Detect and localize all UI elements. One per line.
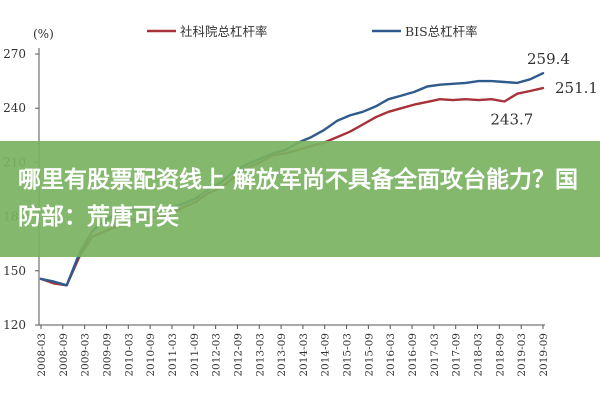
- x-tick-label: 2014-09: [320, 333, 332, 377]
- x-tick-label: 2015-03: [342, 333, 354, 377]
- x-tick-label: 2009-03: [80, 333, 92, 377]
- legend: 社科院总杠杆率 BIS总杠杆率: [147, 24, 478, 39]
- y-tick-label: 150: [3, 264, 26, 278]
- x-tick-label: 2011-03: [167, 333, 179, 377]
- y-tick-label: 120: [3, 318, 26, 332]
- x-tick-label: 2012-03: [211, 333, 223, 377]
- y-tick-label: 270: [3, 47, 26, 61]
- x-tick-label: 2008-03: [36, 333, 48, 377]
- x-tick-label: 2017-03: [429, 333, 441, 377]
- x-tick-label: 2010-03: [123, 333, 135, 377]
- overlay-title: 哪里有股票配资线上 解放军尚不具备全面攻台能力？国防部：荒唐可笑: [18, 167, 579, 230]
- y-unit-label: (%): [33, 27, 54, 41]
- x-tick-label: 2012-09: [232, 333, 244, 377]
- x-axis-ticks: 2008-03 2008-09 2009-03 2009-09 2010-03 2010-…: [36, 325, 550, 377]
- y-tick-label: 240: [3, 101, 26, 115]
- data-labels: 259.4 251.1 243.7: [490, 50, 598, 128]
- x-tick-label: 2015-09: [363, 333, 375, 377]
- annotation-label: 243.7: [490, 111, 533, 129]
- x-tick-label: 2014-03: [298, 333, 310, 377]
- end-label-series-2: 259.4: [527, 50, 570, 68]
- legend-label-2: BIS总杠杆率: [405, 24, 478, 39]
- x-tick-label: 2009-09: [101, 333, 113, 377]
- x-tick-label: 2017-09: [451, 333, 463, 377]
- x-tick-label: 2010-09: [145, 333, 157, 377]
- x-tick-label: 2019-09: [538, 333, 550, 377]
- end-label-series-1: 251.1: [555, 79, 598, 97]
- overlay-banner: 哪里有股票配资线上 解放军尚不具备全面攻台能力？国防部：荒唐可笑: [0, 141, 600, 257]
- x-tick-label: 2018-03: [473, 333, 485, 377]
- x-tick-label: 2016-03: [385, 333, 397, 377]
- x-tick-label: 2016-09: [407, 333, 419, 377]
- legend-label-1: 社科院总杠杆率: [180, 24, 268, 39]
- x-tick-label: 2018-09: [494, 333, 506, 377]
- x-tick-label: 2008-09: [58, 333, 70, 377]
- x-tick-label: 2013-03: [254, 333, 266, 377]
- x-tick-label: 2019-03: [516, 333, 528, 377]
- x-tick-label: 2013-09: [276, 333, 288, 377]
- x-tick-label: 2011-09: [189, 333, 201, 377]
